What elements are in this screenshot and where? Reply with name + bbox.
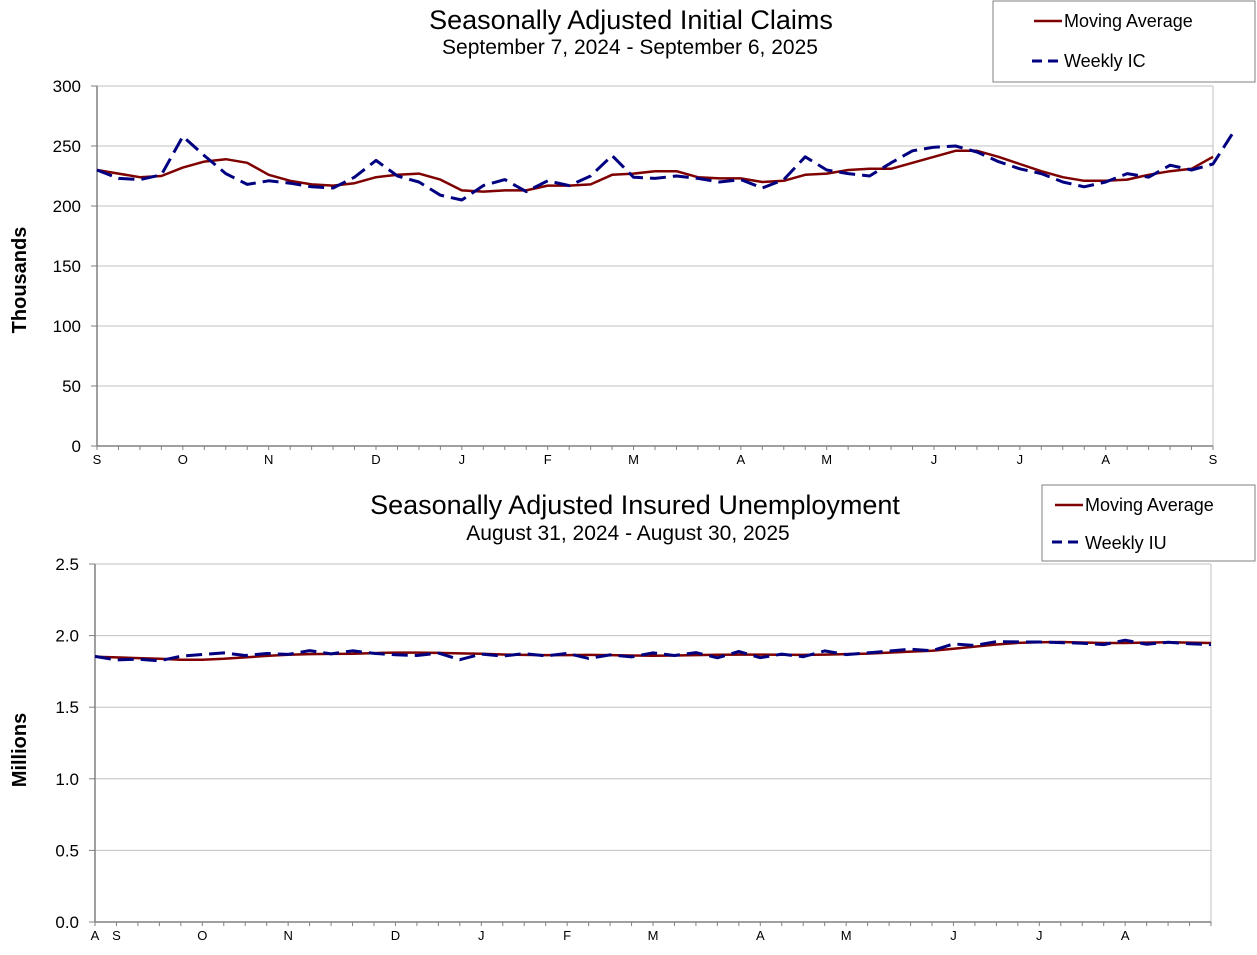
chart2-x-tick-label: N	[283, 928, 292, 943]
chart1-legend-box	[992, 0, 1256, 83]
insured-unemployment-chart: Seasonally Adjusted Insured Unemployment…	[9, 484, 1256, 943]
chart1-x-tick-label: S	[1209, 452, 1218, 467]
chart2-y-tick-label: 2.0	[55, 627, 79, 646]
chart1-legend-label-weekly: Weekly IC	[1064, 51, 1146, 71]
chart1-y-axis-label: Thousands	[9, 227, 31, 334]
chart1-x-tick-label: J	[1017, 452, 1024, 467]
chart1-x-tick-label: J	[931, 452, 938, 467]
chart1-y-tick-label: 300	[53, 77, 81, 96]
chart1-title: Seasonally Adjusted Initial Claims	[429, 5, 833, 35]
chart1-y-tick-label: 100	[53, 317, 81, 336]
chart2-x-tick-label: J	[478, 928, 485, 943]
chart2-x-tick-label: M	[648, 928, 659, 943]
chart1-series-line-weekly	[96, 129, 1236, 202]
chart1-x-tick-label: M	[821, 452, 832, 467]
chart2-legend-label-weekly: Weekly IU	[1085, 533, 1167, 553]
chart1-plot-area: 0 50 100 150 200 250 300 S O N D J F M A M J J A S	[53, 77, 1236, 467]
chart2-legend: Moving Average Weekly IU	[1041, 484, 1256, 562]
chart2-x-tick-label: D	[391, 928, 400, 943]
chart2-x-tick-label: J	[1036, 928, 1043, 943]
chart1-subtitle: September 7, 2024 - September 6, 2025	[442, 36, 818, 59]
chart2-x-tick-label: F	[563, 928, 571, 943]
chart2-x-tick-label: A	[91, 928, 100, 943]
chart2-x-tick-label: J	[950, 928, 957, 943]
chart2-y-tick-label: 1.5	[55, 698, 79, 717]
chart1-y-tick-label: 50	[62, 377, 81, 396]
chart1-series-line-moving-average	[96, 149, 1214, 193]
chart2-x-tick-label: M	[841, 928, 852, 943]
chart1-y-tick-label: 200	[53, 197, 81, 216]
chart1-x-tick-label: F	[544, 452, 552, 467]
chart2-legend-box	[1041, 484, 1256, 562]
chart1-x-tick-label: D	[371, 452, 380, 467]
chart2-x-tick-label: S	[112, 928, 121, 943]
chart2-legend-label-moving-average: Moving Average	[1085, 495, 1214, 515]
chart1-x-tick-label: A	[737, 452, 746, 467]
chart1-x-tick-label: M	[628, 452, 639, 467]
chart1-legend-label-moving-average: Moving Average	[1064, 11, 1193, 31]
chart1-y-tick-label: 250	[53, 137, 81, 156]
chart2-y-tick-label: 0.5	[55, 841, 79, 860]
chart1-x-tick-label: N	[264, 452, 273, 467]
chart2-y-tick-label: 1.0	[55, 770, 79, 789]
chart2-series-line-moving-average	[94, 640, 1212, 661]
chart1-x-tick-label: A	[1101, 452, 1110, 467]
chart1-legend: Moving Average Weekly IC	[992, 0, 1256, 83]
chart2-y-tick-label: 0.0	[55, 913, 79, 932]
chart2-series-line-weekly	[94, 638, 1212, 663]
chart2-y-tick-label: 2.5	[55, 555, 79, 574]
chart1-x-tick-label: O	[178, 452, 188, 467]
chart2-plot-area: 0.00.51.01.52.02.5A S O N D J F M A M J J A	[55, 555, 1212, 943]
chart2-subtitle: August 31, 2024 - August 30, 2025	[466, 522, 789, 545]
chart2-x-tick-label: A	[756, 928, 765, 943]
chart1-x-tick-label: S	[93, 452, 102, 467]
chart1-y-tick-label: 150	[53, 257, 81, 276]
chart2-x-tick-label: A	[1121, 928, 1130, 943]
chart1-x-tick-label: J	[459, 452, 466, 467]
chart1-y-tick-label: 0	[72, 437, 81, 456]
chart2-x-tick-label: O	[197, 928, 207, 943]
chart2-title: Seasonally Adjusted Insured Unemployment	[370, 490, 900, 520]
initial-claims-chart: Seasonally Adjusted Initial Claims Septe…	[9, 0, 1256, 467]
chart2-y-axis-label: Millions	[9, 713, 31, 787]
